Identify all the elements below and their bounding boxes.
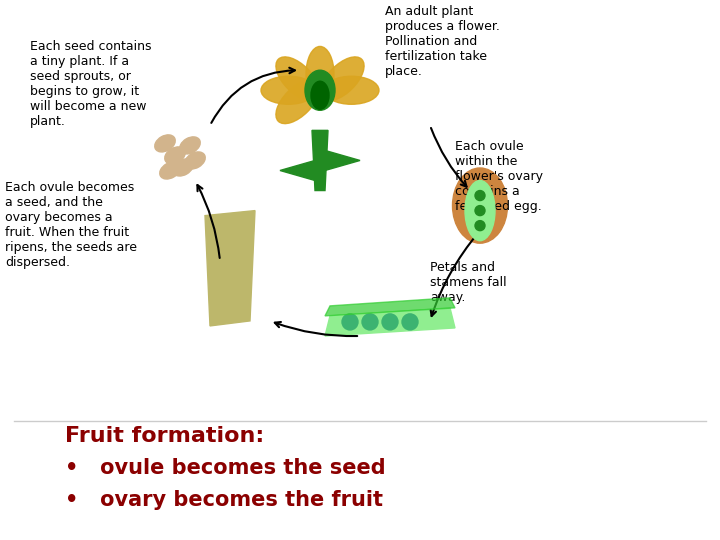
- Polygon shape: [205, 211, 255, 326]
- Text: Each seed contains
a tiny plant. If a
seed sprouts, or
begins to grow, it
will b: Each seed contains a tiny plant. If a se…: [30, 40, 151, 128]
- Polygon shape: [325, 298, 455, 316]
- Circle shape: [362, 314, 378, 330]
- Polygon shape: [280, 160, 315, 180]
- Text: •   ovary becomes the fruit: • ovary becomes the fruit: [65, 490, 383, 510]
- Circle shape: [342, 314, 358, 330]
- Ellipse shape: [452, 168, 508, 243]
- Ellipse shape: [160, 162, 180, 179]
- Circle shape: [475, 191, 485, 200]
- Ellipse shape: [173, 159, 193, 176]
- Circle shape: [382, 314, 398, 330]
- Text: Fruit formation:: Fruit formation:: [65, 426, 264, 446]
- Text: Each ovule
within the
flower's ovary
contains a
fertilized egg.: Each ovule within the flower's ovary con…: [455, 140, 543, 213]
- Ellipse shape: [311, 81, 329, 109]
- Text: Petals and
stamens fall
away.: Petals and stamens fall away.: [430, 261, 507, 303]
- Ellipse shape: [276, 57, 320, 100]
- Text: •   ovule becomes the seed: • ovule becomes the seed: [65, 458, 385, 478]
- Ellipse shape: [324, 76, 379, 104]
- Polygon shape: [312, 130, 328, 191]
- Circle shape: [475, 206, 485, 215]
- Circle shape: [475, 221, 485, 231]
- Text: An adult plant
produces a flower.
Pollination and
fertilization take
place.: An adult plant produces a flower. Pollin…: [385, 5, 500, 78]
- Ellipse shape: [155, 135, 175, 152]
- Circle shape: [402, 314, 418, 330]
- Ellipse shape: [180, 137, 200, 154]
- Ellipse shape: [276, 80, 320, 124]
- Polygon shape: [325, 308, 455, 336]
- Ellipse shape: [320, 57, 364, 100]
- Polygon shape: [325, 151, 360, 171]
- Ellipse shape: [261, 76, 316, 104]
- Ellipse shape: [185, 152, 205, 169]
- Ellipse shape: [305, 70, 335, 110]
- Ellipse shape: [165, 147, 185, 164]
- Ellipse shape: [306, 46, 334, 102]
- Ellipse shape: [465, 180, 495, 241]
- Text: Each ovule becomes
a seed, and the
ovary becomes a
fruit. When the fruit
ripens,: Each ovule becomes a seed, and the ovary…: [5, 180, 137, 268]
